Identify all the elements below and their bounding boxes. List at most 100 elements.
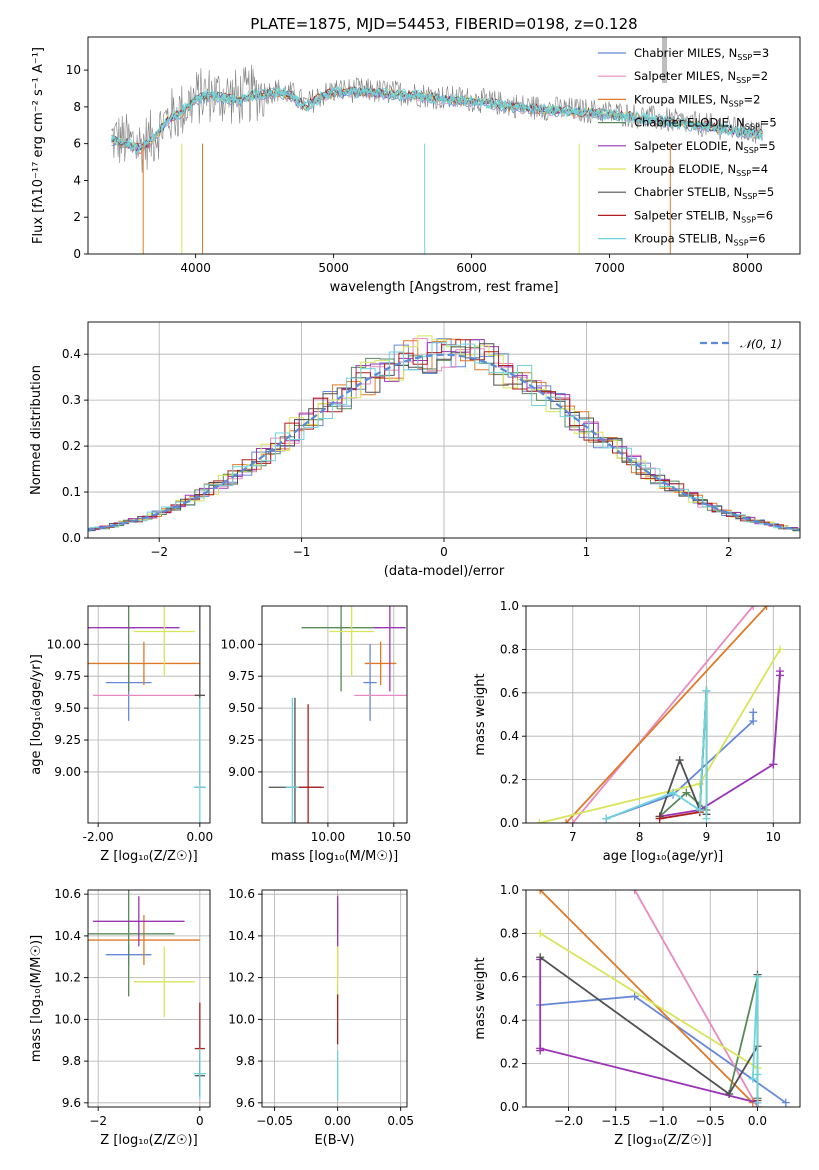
residual-histogram — [88, 342, 800, 532]
x-tick-label: −2.0 — [554, 1114, 583, 1128]
x-tick-label: −1 — [293, 545, 311, 559]
error-cross — [285, 697, 299, 823]
weight-line — [751, 976, 759, 1103]
weight-point-marker — [702, 814, 711, 823]
error-cross — [363, 644, 377, 721]
y-tick-label: 9.50 — [54, 701, 81, 715]
legend-label-tail: =5 — [760, 116, 777, 130]
legend-label-tail: =3 — [752, 46, 769, 60]
y-tick-label: 0.8 — [500, 926, 519, 940]
x-axis-label: wavelength [Angstrom, rest frame] — [330, 280, 559, 295]
legend-label-subscript: SSP — [737, 53, 752, 62]
weight-point-marker — [775, 645, 784, 654]
legend-label-text: Chabrier MILES, N — [634, 46, 737, 60]
y-tick-label: 0.4 — [62, 347, 81, 361]
x-tick-label: 1 — [583, 545, 591, 559]
axes-frame — [87, 605, 211, 824]
x-tick-label: 0.05 — [387, 1114, 414, 1128]
plot-area — [88, 322, 800, 538]
legend-label-tail: =6 — [756, 208, 773, 222]
legend-label: Kroupa ELODIE, NSSP=4 — [634, 162, 768, 178]
y-tick-label: 9.25 — [54, 733, 81, 747]
chart-residuals: −2 −1 0 1 2 0.0 0.1 0.2 0.3 0.4 (data-model)/error… — [29, 321, 801, 579]
y-tick-label: 0.2 — [500, 773, 519, 787]
y-tick-label: 0.8 — [500, 642, 519, 656]
y-tick-label: 0.3 — [62, 393, 81, 407]
x-axis-label: (data-model)/error — [384, 564, 505, 579]
gaussian-curve — [88, 353, 800, 531]
x-axis-label: Z [log₁₀(Z/Z☉)] — [100, 1133, 197, 1148]
error-cross — [88, 890, 175, 997]
legend-label-subscript: SSP — [736, 169, 751, 178]
y-tick-label: 9.6 — [62, 1096, 81, 1110]
legend-label: Chabrier MILES, NSSP=3 — [634, 46, 769, 62]
weight-line — [565, 606, 768, 823]
legend-label-tail: =5 — [757, 185, 774, 199]
legend-label-tail: =2 — [744, 92, 761, 106]
axes-frame — [87, 36, 801, 255]
y-tick-label: 0.6 — [500, 970, 519, 984]
y-tick-label: 9.25 — [228, 733, 255, 747]
plot-area — [262, 606, 407, 823]
chart-age-vs-mass: 10.00 10.50 9.00 9.25 9.50 9.75 10.00 mass [log… — [221, 605, 411, 864]
y-tick-label: 9.00 — [54, 765, 81, 779]
spectrum-model-line — [111, 85, 763, 155]
x-axis-label: Z [log₁₀(Z/Z☉)] — [614, 1133, 711, 1148]
axes-frame — [261, 605, 408, 824]
error-cross — [93, 896, 185, 947]
y-tick-label: 10.00 — [47, 637, 81, 651]
y-tick-label: 9.8 — [62, 1054, 81, 1068]
x-axis-label: mass [log₁₀(M/M☉)] — [271, 849, 398, 864]
x-tick-label: −0.05 — [256, 1114, 293, 1128]
legend-label-tail: =5 — [759, 139, 776, 153]
plot-area — [262, 890, 407, 1107]
legend-label-text: Kroupa MILES, N — [634, 92, 729, 106]
legend-label-subscript: SSP — [729, 99, 744, 108]
weight-point-marker — [753, 972, 762, 981]
weight-point-marker — [769, 760, 778, 769]
plot-area — [88, 606, 210, 823]
weight-point-marker — [536, 1044, 545, 1053]
weight-point-marker — [702, 686, 711, 695]
x-tick-label: 0.00 — [186, 830, 213, 844]
weight-line — [605, 690, 708, 820]
weight-point-marker — [602, 814, 611, 823]
legend-label: Salpeter ELODIE, NSSP=5 — [634, 139, 776, 155]
y-tick-label: 0.4 — [500, 1013, 519, 1027]
y-tick-label: 1.0 — [500, 599, 519, 613]
weight-point-marker — [630, 890, 639, 894]
x-tick-label: 2 — [725, 545, 733, 559]
x-tick-label: 0 — [440, 545, 448, 559]
x-tick-label: −2 — [150, 545, 168, 559]
y-tick-label: 10.4 — [228, 929, 255, 943]
error-cross — [364, 641, 397, 686]
weight-point-marker — [536, 929, 545, 938]
y-tick-label: 10.6 — [228, 887, 255, 901]
chart-weight-vs-age: 7 8 9 10 0.0 0.2 0.4 0.6 0.8 1.0 age [log₁₀(age/yr… — [473, 599, 801, 864]
y-tick-label: 0.1 — [62, 485, 81, 499]
x-tick-label: 10.50 — [377, 830, 411, 844]
x-tick-label: 0.0 — [748, 1114, 767, 1128]
weight-point-marker — [695, 779, 704, 788]
weight-point-marker — [630, 992, 639, 1001]
y-tick-label: 0.2 — [62, 439, 81, 453]
y-axis-label: age [log₁₀(age/yr)] — [29, 654, 44, 775]
legend-label-text: Salpeter STELIB, N — [634, 208, 741, 222]
y-tick-label: 0.2 — [500, 1057, 519, 1071]
legend-label-text: Salpeter MILES, N — [634, 69, 736, 83]
legend-label: Chabrier STELIB, NSSP=5 — [634, 185, 774, 201]
weight-point-marker — [762, 606, 771, 610]
y-tick-label: 10 — [66, 63, 81, 77]
x-tick-label: −0.5 — [696, 1114, 725, 1128]
x-tick-label: 8000 — [732, 261, 763, 275]
weight-point-marker — [536, 890, 545, 894]
legend-label-text: Kroupa STELIB, N — [634, 232, 734, 246]
y-tick-label: 0.0 — [500, 816, 519, 830]
error-cross — [133, 946, 195, 1018]
error-cross — [88, 641, 200, 686]
weight-point-marker — [562, 819, 571, 823]
weight-line — [539, 890, 754, 1104]
y-tick-label: 9.50 — [228, 701, 255, 715]
x-tick-label: 6000 — [456, 261, 487, 275]
